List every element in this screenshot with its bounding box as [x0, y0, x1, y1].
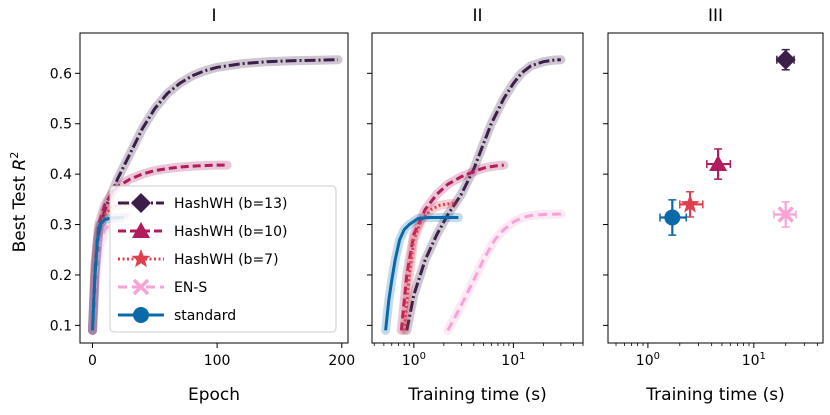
legend-item-hashwh-b-13: HashWH (b=13) — [118, 193, 287, 213]
panel-2: II 100 101 Training time (s) — [367, 6, 584, 405]
series-line-hashwh-b-10 — [399, 163, 504, 331]
point-hashwh-b-7 — [679, 191, 704, 218]
plot-area — [381, 55, 566, 335]
x-tick-label: 200 — [328, 353, 355, 369]
plot-area — [659, 48, 797, 236]
legend-marker — [133, 307, 149, 323]
y-tick-label: 0.5 — [50, 117, 72, 133]
y-axis-label: Best Test R2 — [8, 152, 30, 253]
panel-title: III — [708, 6, 723, 26]
legend-label: HashWH (b=7) — [174, 252, 279, 268]
x-tick-label: 0 — [88, 353, 97, 369]
legend-item-hashwh-b-7: HashWH (b=7) — [118, 249, 279, 268]
x-tick-label: 101 — [742, 351, 766, 369]
marker-standard — [664, 209, 681, 226]
legend: HashWH (b=13) HashWH (b=10) HashWH (b=7) EN… — [109, 185, 337, 333]
legend-label: standard — [174, 308, 236, 324]
point-en-s — [773, 201, 797, 228]
panel-3: III 100 101 Training time (s) — [603, 6, 824, 405]
series-band-hashwh-b-13 — [402, 55, 566, 335]
y-tick-label: 0.1 — [50, 318, 72, 334]
legend-marker — [131, 249, 151, 268]
panel-title: I — [211, 6, 216, 26]
legend-label: HashWH (b=10) — [174, 224, 287, 240]
point-standard — [659, 199, 687, 236]
legend-marker — [132, 278, 150, 296]
y-tick-label: 0.3 — [50, 218, 72, 234]
legend-marker — [132, 222, 150, 238]
x-axis-label: Training time (s) — [645, 385, 784, 405]
marker-hashwh-b-7 — [680, 194, 700, 213]
x-tick-label: 100 — [636, 351, 660, 369]
series-line-hashwh-b-10 — [91, 163, 228, 331]
x-tick-label: 100 — [402, 351, 426, 369]
axes-frame — [607, 32, 824, 344]
axes-frame — [79, 32, 349, 344]
legend-label: HashWH (b=13) — [174, 196, 287, 212]
x-tick-label: 101 — [501, 351, 525, 369]
marker-hashwh-b-13 — [775, 49, 796, 70]
legend-item-standard: standard — [118, 307, 236, 324]
marker-hashwh-b-10 — [709, 155, 728, 172]
y-tick-label: 0.4 — [50, 167, 72, 183]
y-tick-label: 0.2 — [50, 268, 72, 284]
point-hashwh-b-10 — [706, 148, 732, 180]
x-axis-label: Epoch — [188, 385, 240, 405]
panel-title: II — [472, 6, 482, 26]
x-tick-label: 100 — [204, 353, 231, 369]
series-band-en-s — [443, 209, 566, 335]
axes-frame — [371, 32, 584, 344]
point-hashwh-b-13 — [775, 48, 796, 71]
marker-en-s — [777, 206, 794, 223]
legend-item-en-s: EN-S — [118, 278, 207, 296]
y-tick-label: 0.6 — [50, 66, 72, 82]
series-line-en-s — [446, 212, 561, 332]
series-line-standard — [384, 216, 459, 331]
legend-label: EN-S — [174, 280, 207, 296]
series-line-hashwh-b-13 — [405, 58, 561, 331]
x-axis-label: Training time (s) — [407, 385, 546, 405]
legend-marker — [131, 193, 151, 213]
series-band-hashwh-b-7 — [399, 198, 458, 335]
legend-item-hashwh-b-10: HashWH (b=10) — [118, 222, 287, 240]
legend-box — [109, 185, 337, 333]
